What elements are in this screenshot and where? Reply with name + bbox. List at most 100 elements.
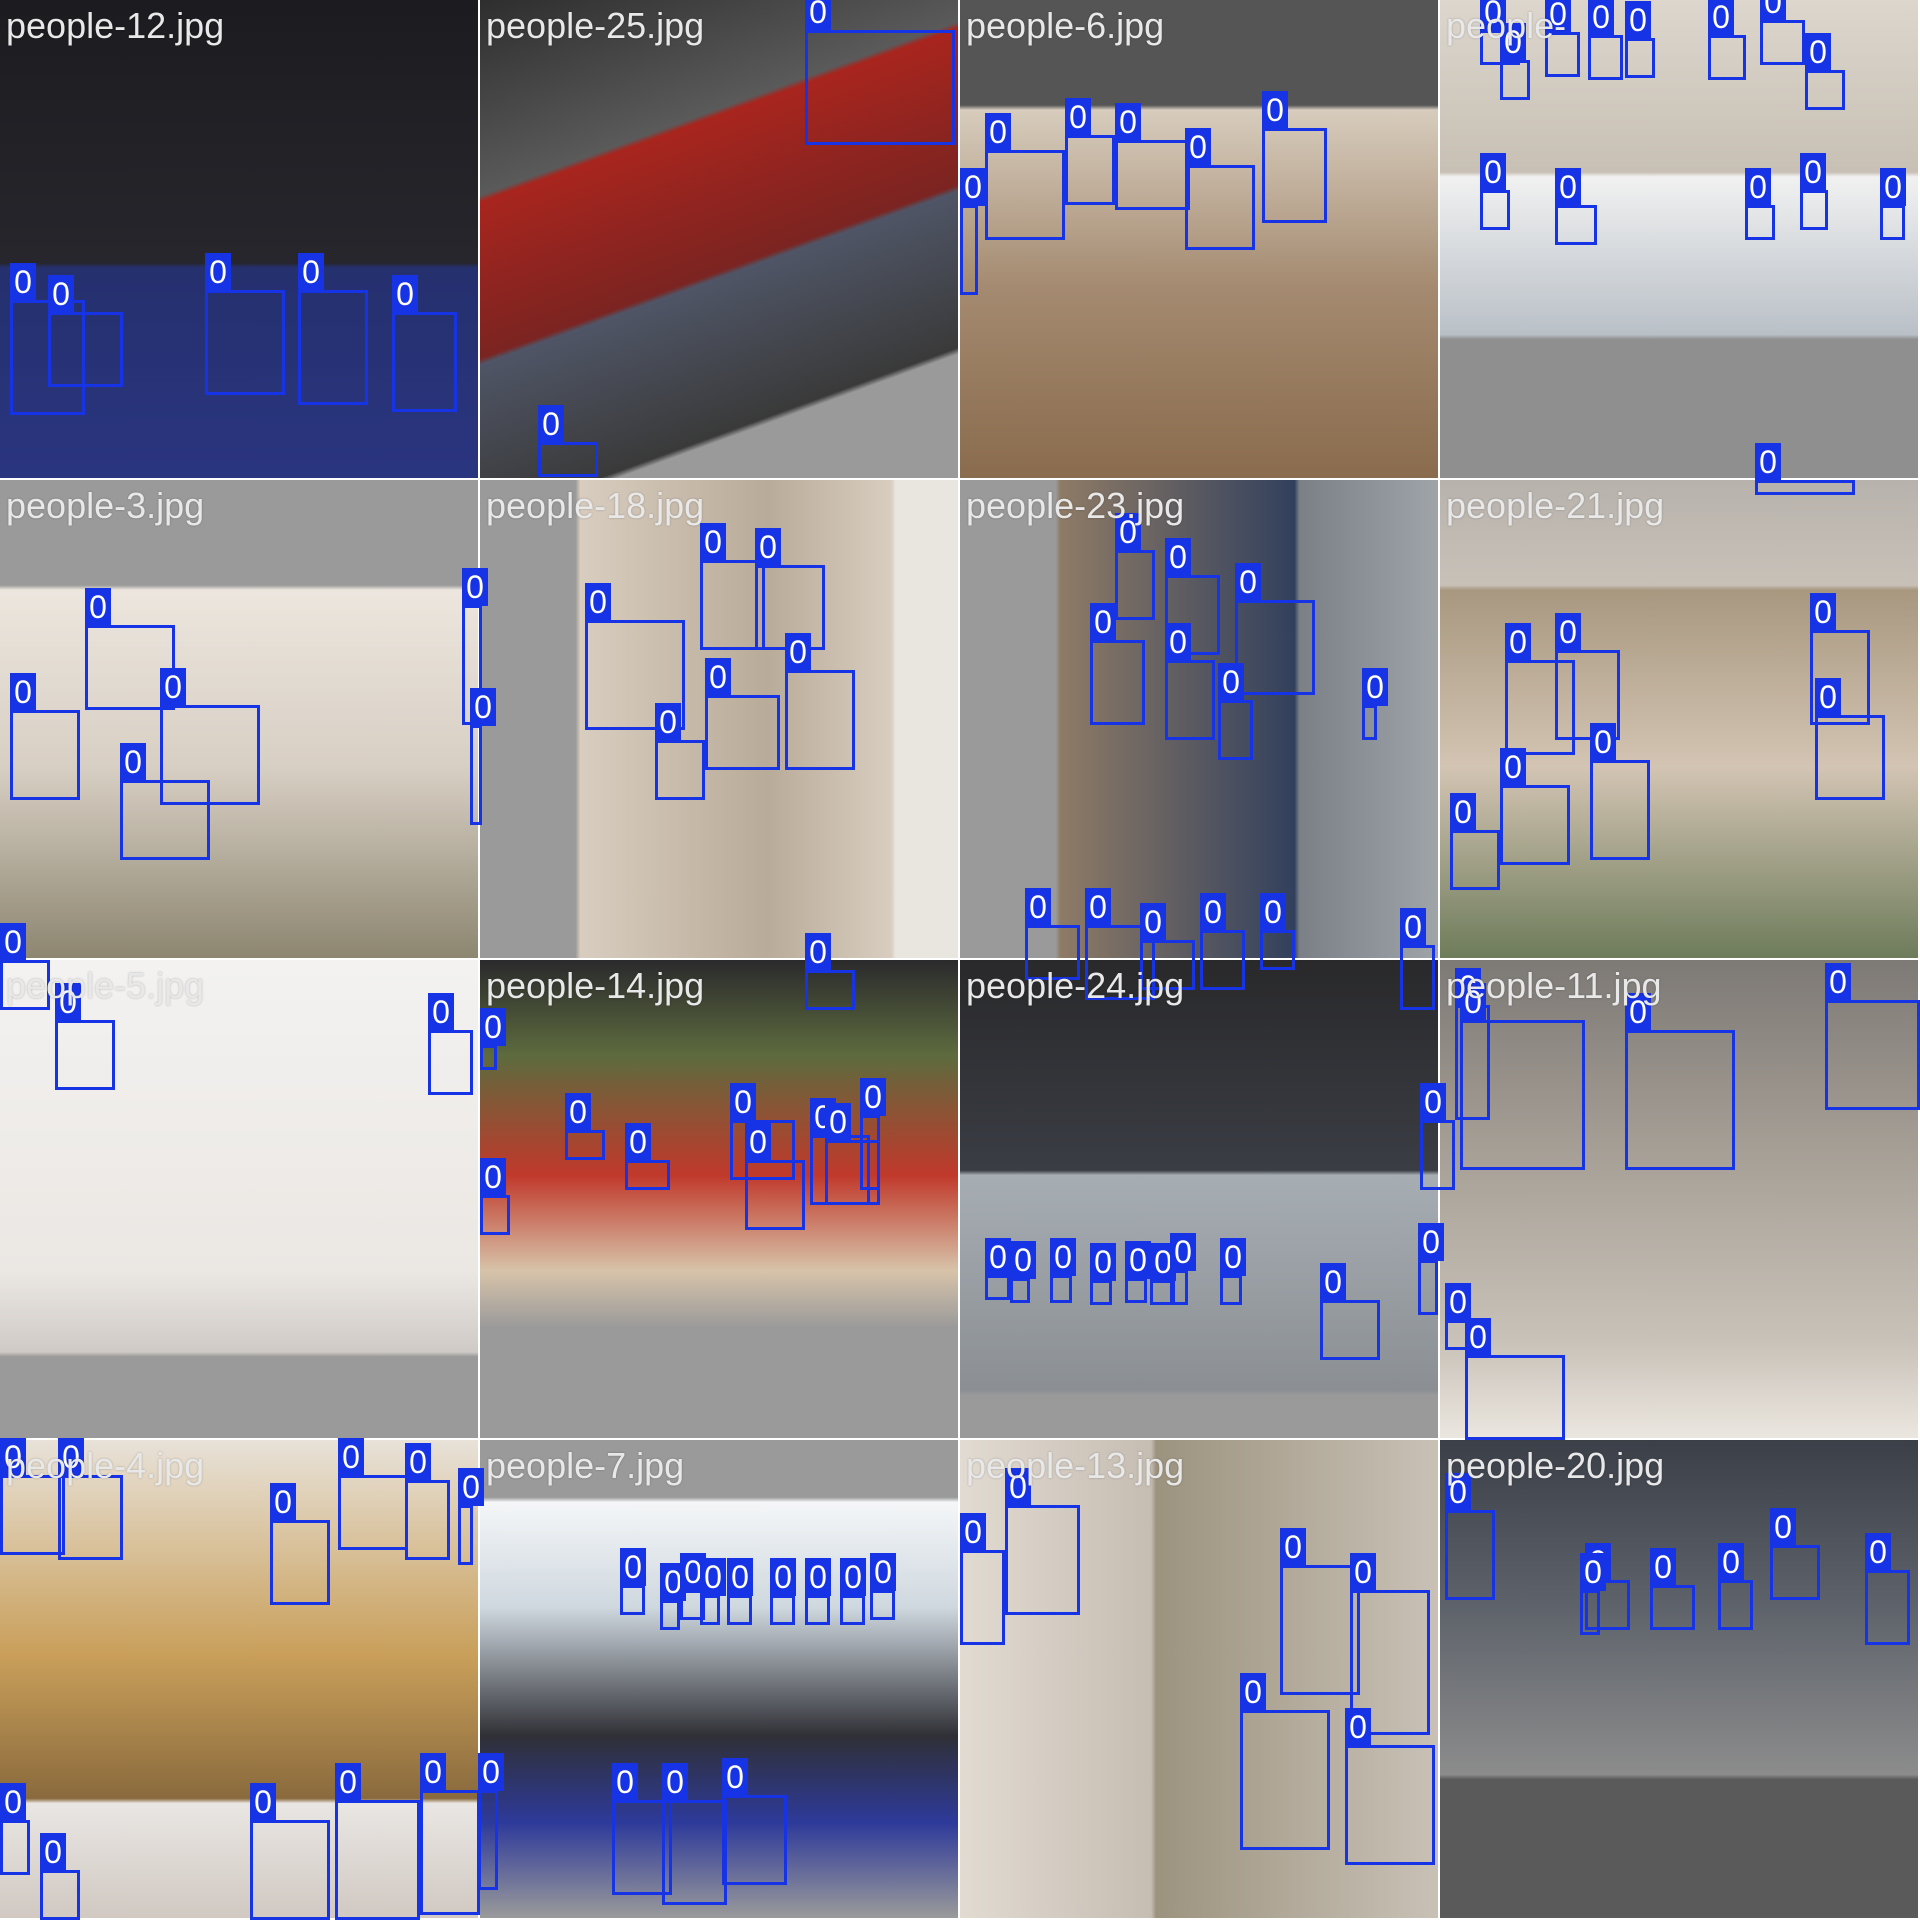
- class-label-tag: 0: [1025, 888, 1051, 926]
- tile-people-4: people-4.jpg: [0, 1440, 480, 1920]
- detection-box: 0: [1580, 1553, 1606, 1635]
- class-label-tag: 0: [335, 1763, 361, 1801]
- class-label-tag: 0: [612, 1763, 638, 1801]
- tile-filename: people-5.jpg: [6, 965, 205, 1006]
- tile-filename: people-23.jpg: [966, 485, 1185, 526]
- class-label-tag: 0: [1240, 1673, 1266, 1711]
- detection-box: 0: [1165, 538, 1220, 655]
- class-label-tag: 0: [405, 1443, 431, 1481]
- class-label-tag: 0: [478, 1753, 504, 1791]
- tile-filename: people-25.jpg: [486, 5, 705, 46]
- class-label-tag: 0: [620, 1548, 646, 1586]
- class-label-tag: 0: [805, 933, 831, 971]
- detection-box: 0: [1240, 1673, 1330, 1850]
- detection-box: 0: [985, 113, 1065, 240]
- detection-box: 0: [1090, 603, 1145, 725]
- detection-box: 0: [700, 1558, 726, 1625]
- class-label-tag: 0: [392, 275, 418, 313]
- detection-box: 0: [538, 405, 598, 477]
- class-label-tag: 0: [338, 1438, 364, 1476]
- class-label-tag: 0: [1465, 1318, 1491, 1356]
- class-label-tag: 0: [85, 588, 111, 626]
- class-label-tag: 0: [745, 1123, 771, 1161]
- detection-box: 0: [120, 743, 210, 860]
- class-label-tag: 0: [1235, 563, 1261, 601]
- photo-scene: [0, 960, 478, 1438]
- class-label-tag: 0: [250, 1783, 276, 1821]
- tile-people-mosaic: people-: [1440, 0, 1920, 480]
- detection-box: 0: [405, 1443, 450, 1560]
- detection-box: 0: [722, 1758, 787, 1885]
- detection-box: 0: [85, 588, 175, 710]
- class-label-tag: 0: [1810, 593, 1836, 631]
- tile-filename: people-: [1446, 5, 1567, 46]
- detection-box: 0: [160, 668, 260, 805]
- tile-filename: people-4.jpg: [6, 1445, 205, 1486]
- detection-box: 0: [1800, 153, 1828, 230]
- class-label-tag: 0: [1090, 1243, 1116, 1281]
- detection-box: 0: [0, 923, 50, 1010]
- detection-box: 0: [1650, 1548, 1695, 1630]
- class-label-tag: 0: [1345, 1708, 1371, 1746]
- class-label-tag: 0: [1718, 1543, 1744, 1581]
- detection-box: 0: [298, 253, 368, 405]
- detection-box: 0: [1590, 723, 1650, 860]
- class-label-tag: 0: [1165, 538, 1191, 576]
- class-label-tag: 0: [1625, 1, 1651, 39]
- tile-people-12: people-12.jpg: [0, 0, 480, 480]
- class-label-tag: 0: [480, 1158, 506, 1196]
- detection-box: 0: [1235, 563, 1315, 695]
- detection-box: 0: [727, 1558, 753, 1625]
- class-label-tag: 0: [205, 253, 231, 291]
- photo-scene: [1440, 0, 1918, 478]
- photo-scene: [1440, 1440, 1918, 1918]
- class-label-tag: 0: [1090, 603, 1116, 641]
- class-label-tag: 0: [1650, 1548, 1676, 1586]
- class-label-tag: 0: [985, 113, 1011, 151]
- class-label-tag: 0: [1555, 168, 1581, 206]
- detection-box: 0: [1115, 513, 1155, 620]
- detection-box: 0: [1115, 103, 1190, 210]
- class-label-tag: 0: [1445, 1473, 1471, 1511]
- class-label-tag: 0: [1170, 1233, 1196, 1271]
- detection-box: 0: [1815, 678, 1885, 800]
- class-label-tag: 0: [655, 703, 681, 741]
- detection-box: 0: [1085, 888, 1155, 1000]
- class-label-tag: 0: [1450, 793, 1476, 831]
- class-label-tag: 0: [700, 1558, 726, 1596]
- detection-box: 0: [1755, 443, 1855, 495]
- tile-filename: people-24.jpg: [966, 965, 1185, 1006]
- class-label-tag: 0: [1500, 748, 1526, 786]
- detection-box: 0: [58, 1438, 123, 1560]
- detection-box: 0: [785, 633, 855, 770]
- class-label-tag: 0: [1555, 613, 1581, 651]
- class-label-tag: 0: [785, 633, 811, 671]
- detection-box: 0: [1345, 1708, 1435, 1865]
- tile-people-20: people-20.jpg: [1440, 1440, 1920, 1920]
- class-label-tag: 0: [1260, 893, 1286, 931]
- detection-box: 0: [205, 253, 285, 395]
- detection-box: 0: [1220, 1238, 1246, 1305]
- class-label-tag: 0: [805, 0, 831, 31]
- class-label-tag: 0: [1500, 23, 1526, 61]
- class-label-tag: 0: [0, 1438, 26, 1476]
- class-label-tag: 0: [1362, 668, 1388, 706]
- detection-box: 0: [705, 658, 780, 770]
- class-label-tag: 0: [585, 583, 611, 621]
- class-label-tag: 0: [120, 743, 146, 781]
- detection-box: 0: [1555, 168, 1597, 245]
- class-label-tag: 0: [960, 1513, 986, 1551]
- detection-box: 0: [1420, 1083, 1455, 1190]
- class-label-tag: 0: [700, 523, 726, 561]
- class-label-tag: 0: [565, 1093, 591, 1131]
- photo-scene: [960, 960, 1438, 1438]
- class-label-tag: 0: [160, 668, 186, 706]
- detection-box: 0: [1010, 1241, 1036, 1303]
- detection-box: 0: [1480, 153, 1510, 230]
- class-label-tag: 0: [1480, 0, 1506, 31]
- class-label-tag: 0: [722, 1758, 748, 1796]
- detection-box: 0: [1218, 663, 1253, 760]
- detection-box: 0: [335, 1763, 420, 1920]
- detection-box: 0: [655, 703, 705, 800]
